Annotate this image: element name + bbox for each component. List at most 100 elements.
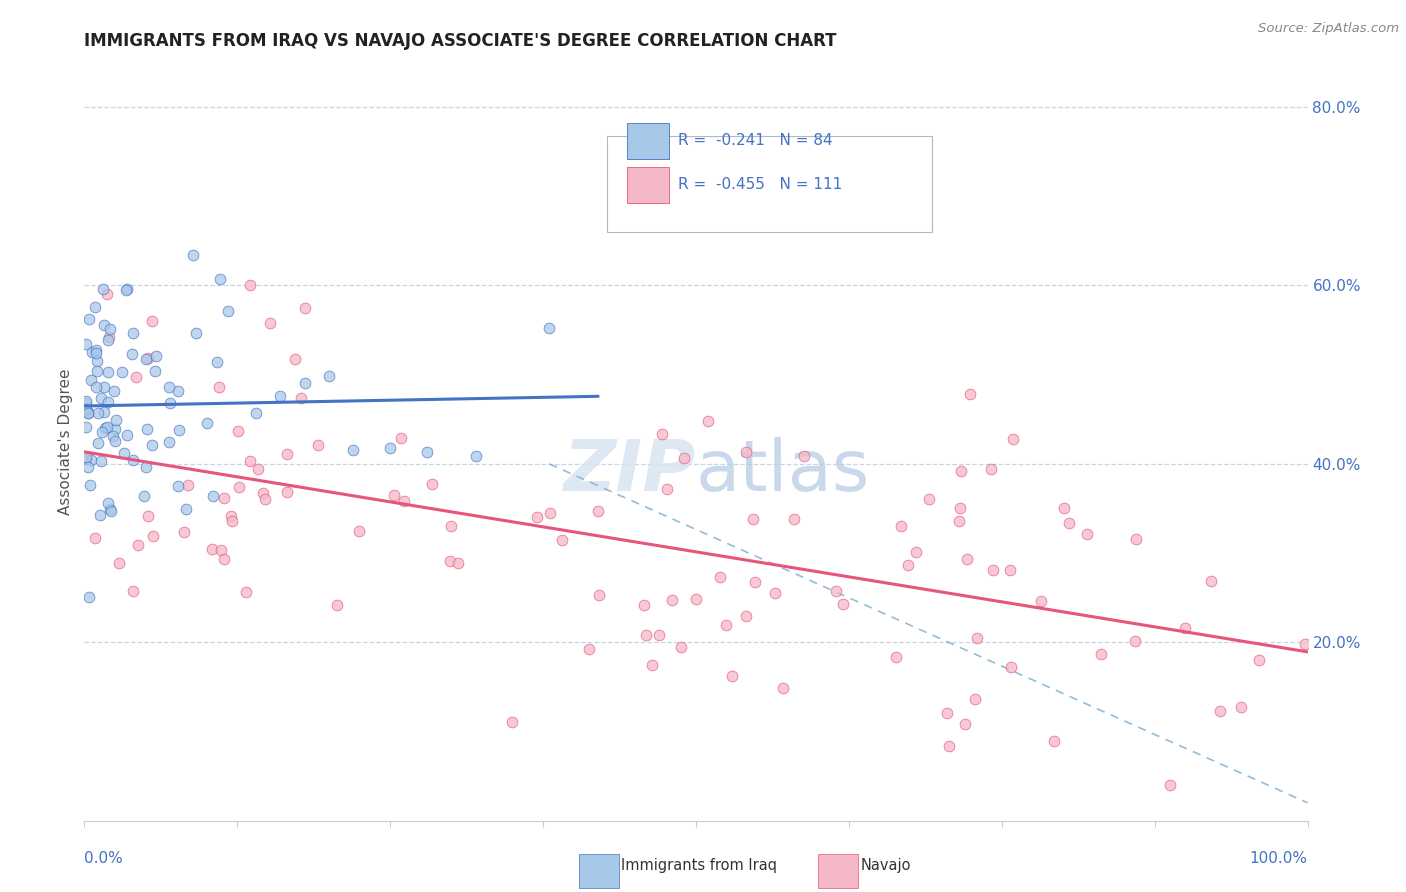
Point xyxy=(209,272,232,286)
Point xyxy=(114,283,136,297)
Point xyxy=(76,406,98,420)
Point xyxy=(783,512,806,526)
Point xyxy=(586,504,609,518)
Point xyxy=(93,405,115,419)
Point xyxy=(744,574,766,589)
Point xyxy=(1295,637,1317,651)
Point xyxy=(502,715,524,730)
Point xyxy=(734,608,756,623)
Point xyxy=(167,479,190,493)
Point xyxy=(79,478,101,492)
Point xyxy=(1076,527,1098,541)
Point xyxy=(998,563,1021,577)
Point xyxy=(953,716,976,731)
FancyBboxPatch shape xyxy=(627,167,669,203)
Point xyxy=(440,518,463,533)
FancyBboxPatch shape xyxy=(606,136,932,232)
Point xyxy=(122,452,145,467)
Point xyxy=(439,554,461,568)
Point xyxy=(259,316,281,330)
Point xyxy=(526,510,548,524)
Point xyxy=(89,508,111,522)
Point xyxy=(238,454,260,468)
Point xyxy=(1043,734,1066,748)
Point xyxy=(86,354,108,368)
Point xyxy=(101,428,124,442)
Point xyxy=(111,366,134,380)
Point xyxy=(121,326,143,340)
Point xyxy=(392,493,415,508)
Point xyxy=(75,420,97,434)
Point xyxy=(122,583,145,598)
Point xyxy=(212,552,235,566)
Point xyxy=(1090,647,1112,661)
Text: R =  -0.241   N = 84: R = -0.241 N = 84 xyxy=(678,133,832,148)
Point xyxy=(955,552,977,566)
Point xyxy=(464,449,486,463)
Point xyxy=(763,586,786,600)
Text: R =  -0.455   N = 111: R = -0.455 N = 111 xyxy=(678,177,842,192)
Point xyxy=(935,706,957,720)
Point xyxy=(195,416,218,430)
Point xyxy=(245,406,267,420)
Point xyxy=(673,451,696,466)
Point xyxy=(80,453,103,467)
Point xyxy=(219,509,242,524)
Point xyxy=(671,640,693,655)
Point xyxy=(831,597,853,611)
Point xyxy=(117,281,139,295)
Point xyxy=(141,313,163,327)
Point xyxy=(80,345,103,359)
Point xyxy=(890,518,912,533)
Point xyxy=(90,391,112,405)
Point xyxy=(75,451,97,466)
Point xyxy=(211,543,233,558)
Point xyxy=(75,394,97,409)
Point xyxy=(84,346,107,360)
Point xyxy=(1249,653,1271,667)
Point xyxy=(208,379,231,393)
Point xyxy=(588,589,610,603)
Point xyxy=(136,422,159,436)
Point xyxy=(1159,778,1181,792)
Point xyxy=(721,669,744,683)
Point xyxy=(714,618,737,632)
Text: IMMIGRANTS FROM IRAQ VS NAVAJO ASSOCIATE'S DEGREE CORRELATION CHART: IMMIGRANTS FROM IRAQ VS NAVAJO ASSOCIATE… xyxy=(84,32,837,50)
Point xyxy=(1059,516,1081,530)
Point xyxy=(447,556,470,570)
Point xyxy=(104,422,127,436)
Point xyxy=(235,585,257,599)
Point xyxy=(380,442,402,456)
Point xyxy=(125,370,148,384)
Point xyxy=(176,501,198,516)
Text: atlas: atlas xyxy=(696,437,870,507)
Point xyxy=(1053,500,1076,515)
Text: 0.0%: 0.0% xyxy=(84,851,124,866)
Point xyxy=(96,420,118,434)
Point xyxy=(226,425,249,439)
Point xyxy=(167,384,190,398)
Point xyxy=(307,438,329,452)
Text: Navajo: Navajo xyxy=(860,858,911,872)
Point xyxy=(938,739,960,754)
Point xyxy=(389,431,412,445)
Point xyxy=(1199,574,1222,589)
Point xyxy=(86,364,108,378)
Point xyxy=(551,533,574,548)
Point xyxy=(294,301,316,315)
Point xyxy=(633,598,655,612)
Point xyxy=(75,336,97,351)
Point xyxy=(966,632,988,646)
Point xyxy=(167,423,190,437)
Y-axis label: Associate's Degree: Associate's Degree xyxy=(58,368,73,515)
Point xyxy=(347,524,370,539)
Point xyxy=(1125,533,1147,547)
Point xyxy=(186,326,208,341)
Point xyxy=(212,491,235,506)
Point xyxy=(91,282,114,296)
Point xyxy=(1209,704,1232,718)
Point xyxy=(276,484,298,499)
FancyBboxPatch shape xyxy=(627,123,669,160)
Point xyxy=(136,351,159,365)
Point xyxy=(97,496,120,510)
